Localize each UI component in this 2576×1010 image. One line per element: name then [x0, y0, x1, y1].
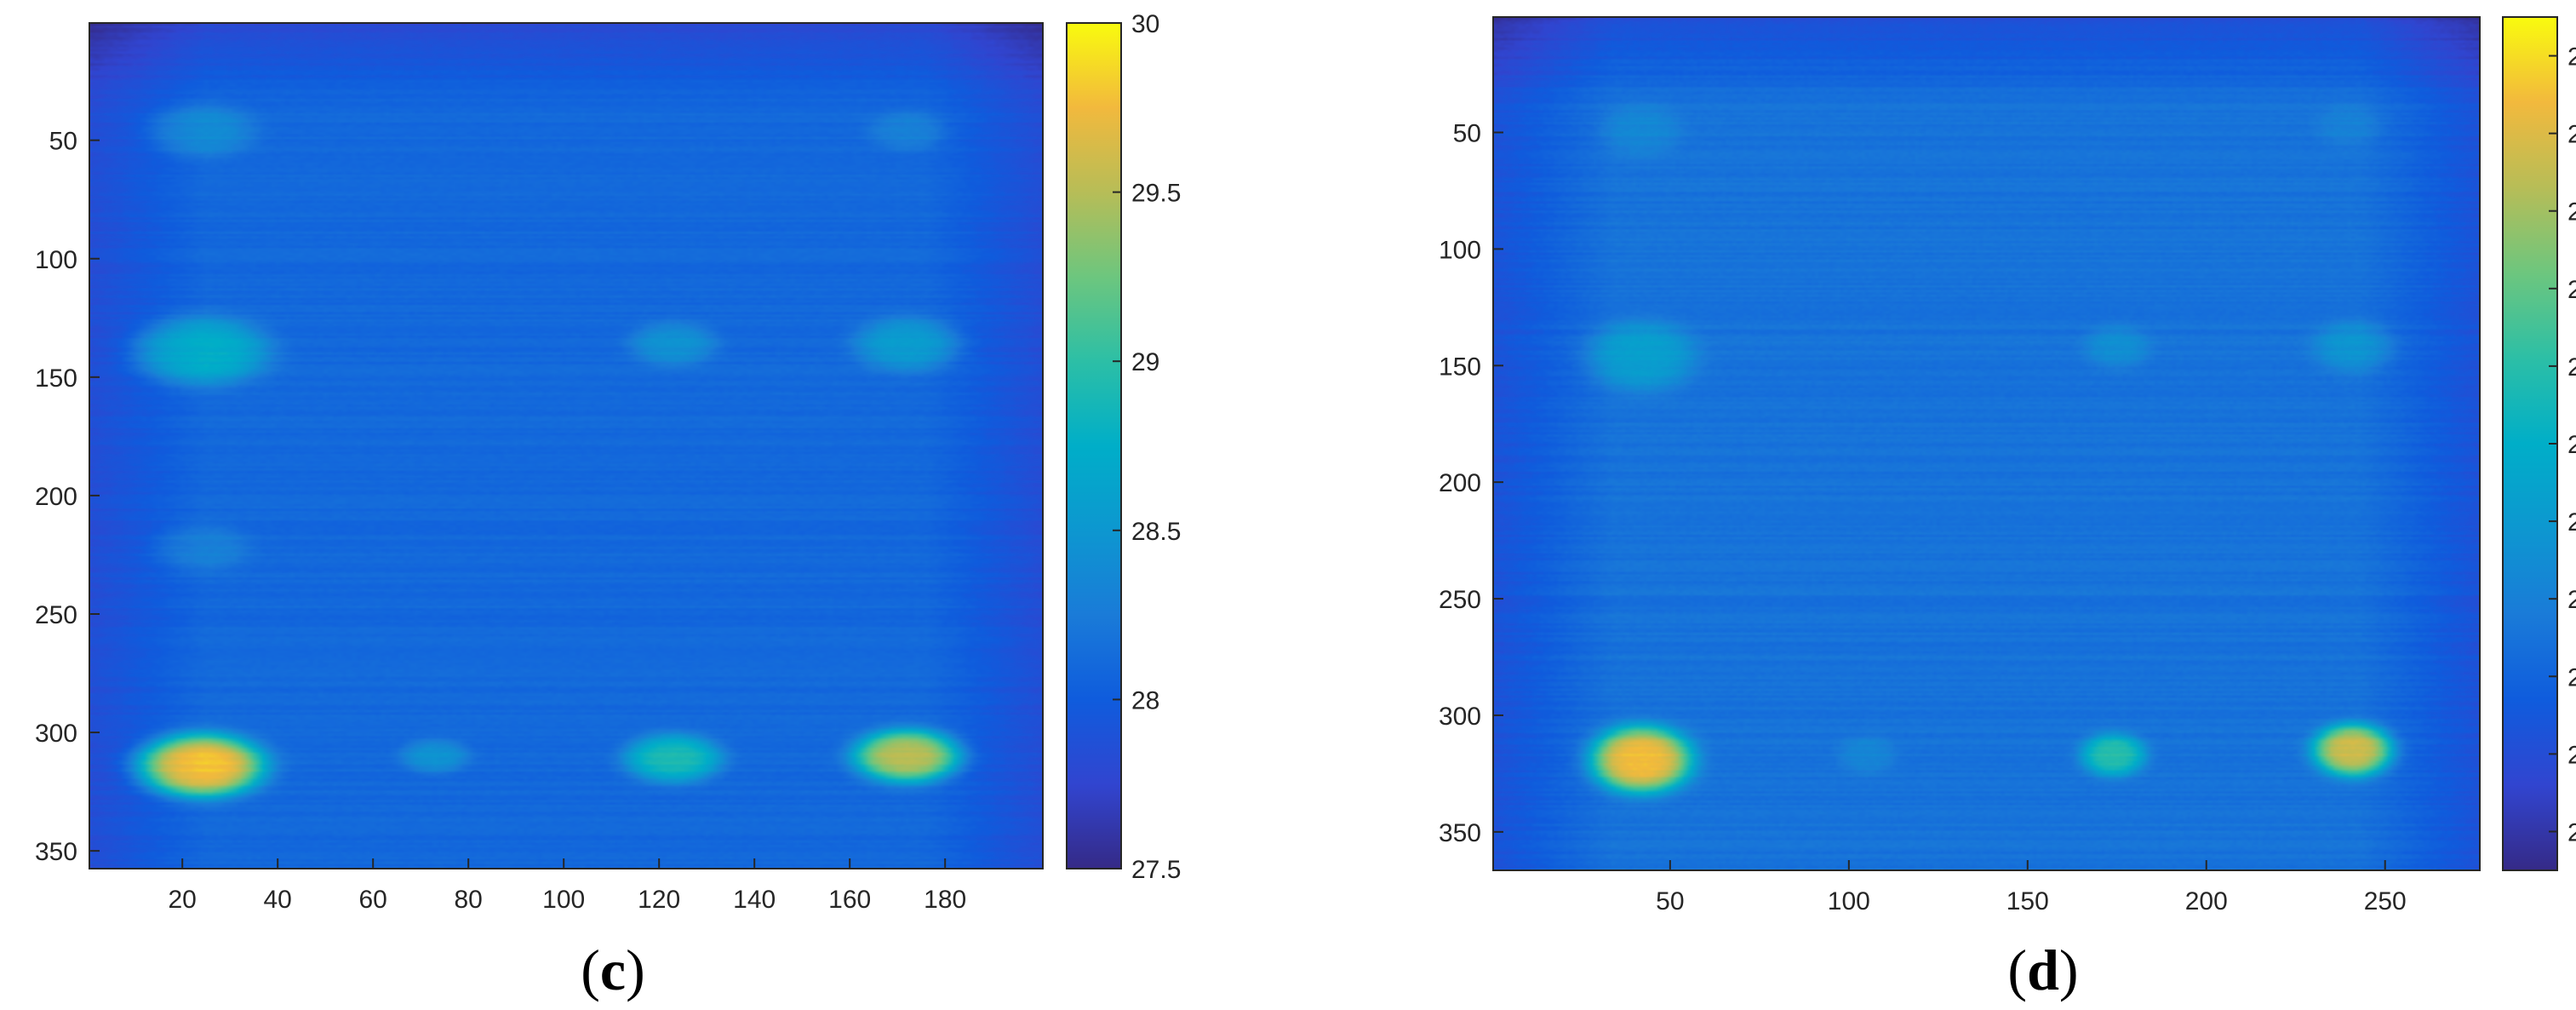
- x-tick-label: 50: [1656, 887, 1684, 915]
- y-tick-label: 250: [35, 601, 77, 629]
- y-tick-label: 250: [1439, 586, 1481, 614]
- y-tick-label: 300: [35, 720, 77, 748]
- colorbar-tick-label: 29.2: [2567, 276, 2576, 304]
- y-tick-label: 200: [1439, 469, 1481, 497]
- y-tick-label: 200: [35, 483, 77, 511]
- y-axis-d: 50 100 150 200 250 300 350: [1439, 120, 1503, 847]
- x-tick-label: 180: [924, 886, 966, 914]
- panel-label-c: (c): [581, 938, 645, 1002]
- plot-frame-d: [1492, 16, 2481, 871]
- heatmap-image-c: [89, 23, 1043, 869]
- y-tick-label: 100: [35, 246, 77, 274]
- x-tick-label: 80: [455, 886, 483, 914]
- x-tick-label: 150: [2006, 887, 2049, 915]
- colorbar-tick-label: 27.8: [2567, 818, 2576, 846]
- x-tick-label: 160: [828, 886, 871, 914]
- colorbar-tick-label: 28: [1131, 686, 1159, 714]
- heatmap-image-d: [1493, 17, 2480, 870]
- y-tick-label: 150: [35, 364, 77, 393]
- colorbar-c: [1066, 22, 1122, 869]
- y-tick-label: 50: [1453, 120, 1481, 148]
- colorbar-tick-label: 28.4: [2567, 586, 2576, 614]
- colorbar-tick-label: 27.5: [1131, 856, 1181, 884]
- y-tick-label: 100: [1439, 236, 1481, 264]
- x-tick-label: 20: [169, 886, 197, 914]
- x-tick-label: 100: [542, 886, 585, 914]
- x-axis-c: 20 40 60 80 100 120 140 160 180: [169, 858, 966, 914]
- colorbar-tick-label: 29.6: [2567, 121, 2576, 149]
- colorbar-tick-label: 28: [2567, 741, 2576, 769]
- colorbar-tick-label: 28.5: [1131, 518, 1181, 546]
- x-tick-label: 200: [2185, 887, 2228, 915]
- y-axis-c: 50 100 150 200 250 300 350: [35, 128, 100, 866]
- colorbar-axis-d: 27.8 28 28.2 28.4 28.6 28.8 29 29.2 29.4 29.6 29.8: [2549, 43, 2576, 846]
- colorbar-tick-label: 30: [1131, 10, 1159, 38]
- colorbar-tick-label: 29.8: [2567, 43, 2576, 72]
- y-tick-label: 350: [1439, 819, 1481, 847]
- colorbar-tick-label: 29: [2567, 353, 2576, 382]
- plot-frame-c: [89, 22, 1044, 869]
- x-tick-label: 250: [2364, 887, 2407, 915]
- x-tick-label: 40: [264, 886, 292, 914]
- x-tick-label: 140: [733, 886, 776, 914]
- colorbar-tick-label: 28.2: [2567, 663, 2576, 692]
- y-tick-label: 300: [1439, 703, 1481, 731]
- colorbar-d: [2502, 16, 2558, 871]
- colorbar-tick-label: 28.6: [2567, 508, 2576, 537]
- colorbar-tick-label: 28.8: [2567, 431, 2576, 459]
- y-tick-label: 50: [49, 128, 77, 156]
- colorbar-tick-label: 29: [1131, 348, 1159, 376]
- x-tick-label: 100: [1828, 887, 1870, 915]
- panel-c: 20 40 60 80 100 120 140 160 180 50 100 150 200 250 30…: [35, 10, 1181, 1002]
- panel-d: 50 100 150 200 250 50 100 150 200 250 300 350 27.8…: [1439, 16, 2576, 1002]
- x-tick-label: 120: [638, 886, 680, 914]
- y-tick-label: 350: [35, 838, 77, 866]
- x-axis-d: 50 100 150 200 250: [1656, 860, 2407, 915]
- y-tick-label: 150: [1439, 353, 1481, 381]
- x-tick-label: 60: [359, 886, 387, 914]
- colorbar-tick-label: 29.5: [1131, 180, 1181, 208]
- colorbar-tick-label: 29.4: [2567, 198, 2576, 227]
- colorbar-axis-c: 27.5 28 28.5 29 29.5 30: [1113, 10, 1181, 884]
- panel-label-d: (d): [2007, 938, 2078, 1002]
